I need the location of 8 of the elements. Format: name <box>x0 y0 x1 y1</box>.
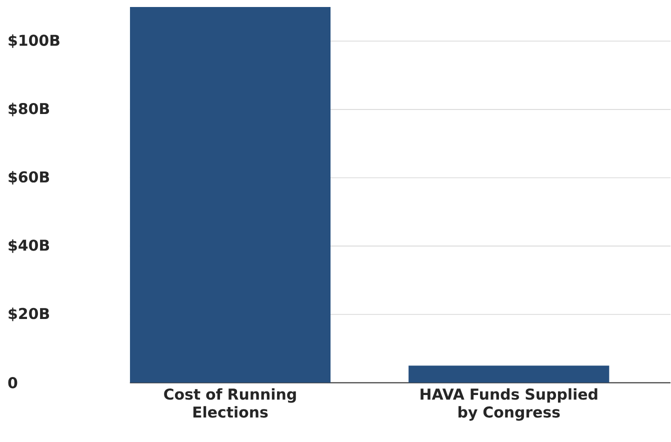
y-tick-label: $60B <box>8 171 50 185</box>
x-tick-label: Cost of Running Elections <box>164 388 296 418</box>
x-tick-label: HAVA Funds Supplied by Congress <box>420 388 598 421</box>
y-tick-label: $80B <box>8 102 50 116</box>
y-tick-label: $40B <box>8 239 50 254</box>
y-tick-label: $100B <box>8 34 60 48</box>
y-tick-label: 0 <box>8 377 18 389</box>
y-tick-label: $20B <box>8 308 50 322</box>
